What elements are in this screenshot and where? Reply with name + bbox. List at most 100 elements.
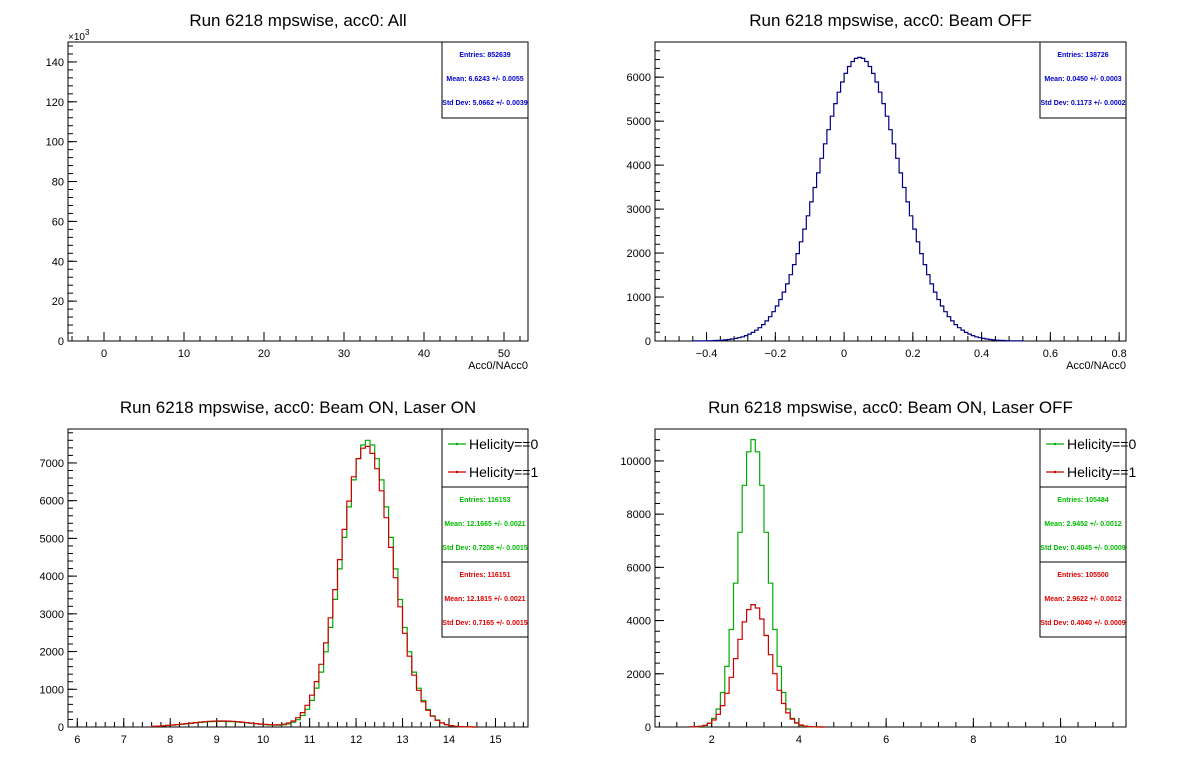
y-tick-label: 0 bbox=[58, 722, 64, 734]
stats-line: Entries: 116151 bbox=[460, 572, 511, 579]
chart-title: Run 6218 mpswise, acc0: Beam ON, Laser O… bbox=[120, 398, 476, 417]
x-tick-label: 14 bbox=[443, 734, 455, 746]
legend-marker bbox=[1053, 470, 1057, 474]
y-tick-label: 0 bbox=[58, 336, 64, 348]
x-axis-ticks: 2 4 6 8 10 bbox=[658, 718, 1114, 746]
y-tick-label: 6000 bbox=[40, 496, 64, 508]
y-axis-ticks: 0 20 40 60 80 100 120 140 bbox=[46, 45, 77, 348]
x-axis-ticks: 0 10 20 30 40 50 bbox=[71, 332, 521, 360]
legend-box bbox=[441, 428, 529, 488]
chart-panel-3: Run 6218 mpswise, acc0: Beam ON, Laser O… bbox=[40, 398, 539, 746]
stats-line: Entries: 852639 bbox=[459, 52, 510, 59]
stats-box-frame bbox=[441, 486, 529, 563]
chart-panel-4: Run 6218 mpswise, acc0: Beam ON, Laser O… bbox=[620, 398, 1136, 746]
y-tick-label: 3000 bbox=[40, 609, 64, 621]
stats-box-frame bbox=[441, 561, 529, 638]
x-tick-label: 0.8 bbox=[1111, 348, 1126, 360]
y-tick-label: 80 bbox=[52, 177, 64, 189]
y-axis-ticks: 0 1000 2000 3000 4000 5000 6000 bbox=[627, 41, 664, 348]
chart-panel-1: Run 6218 mpswise, acc0: All 0 20 40 60 80 100 1… bbox=[46, 11, 529, 372]
y-tick-label: 120 bbox=[46, 97, 64, 109]
stats-line: Std Dev: 0.4040 +/- 0.0009 bbox=[1040, 620, 1126, 627]
stats-line: Std Dev: 0.1173 +/- 0.0002 bbox=[1040, 100, 1125, 107]
y-tick-label: 1000 bbox=[627, 292, 651, 304]
chart-title: Run 6218 mpswise, acc0: All bbox=[189, 11, 406, 30]
x-axis-label: Acc0/NAcc0 bbox=[468, 360, 528, 372]
x-tick-label: 10 bbox=[1054, 734, 1066, 746]
stats-line: Std Dev: 0.7165 +/- 0.0015 bbox=[442, 620, 528, 627]
stats-line: Entries: 116153 bbox=[460, 497, 511, 504]
stats-box-frame bbox=[1039, 561, 1127, 638]
x-tick-label: 0 bbox=[101, 348, 107, 360]
histogram-series-2 bbox=[689, 604, 826, 728]
y-tick-label: 7000 bbox=[40, 458, 64, 470]
x-axis-ticks: −0.4 −0.2 0 0.2 0.4 0.6 0.8 bbox=[664, 332, 1127, 360]
stats-box-frame bbox=[1039, 486, 1127, 563]
legend-label: Helicity==1 bbox=[469, 464, 538, 480]
y-tick-label: 140 bbox=[46, 57, 64, 69]
x-tick-label: 40 bbox=[418, 348, 430, 360]
y-tick-label: 2000 bbox=[627, 669, 651, 681]
chart-title: Run 6218 mpswise, acc0: Beam OFF bbox=[749, 11, 1032, 30]
histogram-series-1 bbox=[689, 439, 826, 728]
x-tick-label: 6 bbox=[883, 734, 889, 746]
stats-box-1: Entries: 852639 Mean: 6.6243 +/- 0.0055 St… bbox=[441, 41, 529, 119]
x-tick-label: 12 bbox=[350, 734, 362, 746]
x-tick-label: 4 bbox=[796, 734, 802, 746]
y-tick-label: 40 bbox=[52, 256, 64, 268]
legend-box bbox=[1039, 428, 1127, 488]
stats-box-2: Entries: 116151 Mean: 12.1815 +/- 0.0021 S… bbox=[441, 561, 529, 638]
x-tick-label: −0.4 bbox=[696, 348, 718, 360]
x-tick-label: 15 bbox=[489, 734, 501, 746]
x-tick-label: 0.2 bbox=[905, 348, 920, 360]
stats-line: Entries: 138726 bbox=[1057, 52, 1108, 59]
y-tick-label: 100 bbox=[46, 137, 64, 149]
stats-box-2: Entries: 105500 Mean: 2.9622 +/- 0.0012 St… bbox=[1039, 561, 1127, 638]
legend-label: Helicity==0 bbox=[469, 436, 538, 452]
stats-line: Mean: 2.9452 +/- 0.0012 bbox=[1044, 521, 1121, 528]
legend: Helicity==0 Helicity==1 bbox=[1039, 428, 1136, 488]
x-tick-label: 0 bbox=[841, 348, 847, 360]
y-tick-label: 0 bbox=[645, 336, 651, 348]
y-tick-label: 10000 bbox=[620, 456, 651, 468]
legend-marker bbox=[455, 470, 459, 474]
legend: Helicity==0 Helicity==1 bbox=[441, 428, 538, 488]
stats-box-frame bbox=[1039, 41, 1127, 119]
stats-box-1: Entries: 105484 Mean: 2.9452 +/- 0.0012 St… bbox=[1039, 486, 1127, 563]
x-tick-label: 13 bbox=[396, 734, 408, 746]
y-tick-label: 4000 bbox=[627, 160, 651, 172]
stats-line: Std Dev: 0.4045 +/- 0.0009 bbox=[1040, 545, 1126, 552]
plot-frame bbox=[67, 41, 529, 342]
x-tick-label: 2 bbox=[709, 734, 715, 746]
x-axis-label: Acc0/NAcc0 bbox=[1066, 360, 1126, 372]
x-tick-label: 20 bbox=[258, 348, 270, 360]
y-tick-label: 0 bbox=[645, 722, 651, 734]
y-tick-label: 5000 bbox=[40, 533, 64, 545]
stats-line: Mean: 2.9622 +/- 0.0012 bbox=[1044, 596, 1121, 603]
x-tick-label: 11 bbox=[304, 734, 315, 746]
stats-line: Entries: 105500 bbox=[1057, 572, 1108, 579]
legend-label: Helicity==1 bbox=[1067, 464, 1136, 480]
chart-panel-2: Run 6218 mpswise, acc0: Beam OFF 0 1000 200… bbox=[627, 11, 1127, 372]
stats-box-frame bbox=[441, 41, 529, 119]
x-tick-label: 8 bbox=[970, 734, 976, 746]
x-tick-label: −0.2 bbox=[764, 348, 786, 360]
y-tick-label: 3000 bbox=[627, 204, 651, 216]
y-tick-label: 1000 bbox=[40, 684, 64, 696]
y-tick-label: 60 bbox=[52, 216, 64, 228]
histogram-series-1 bbox=[692, 56, 1024, 342]
x-tick-label: 9 bbox=[214, 734, 220, 746]
stats-line: Mean: 12.1665 +/- 0.0021 bbox=[444, 521, 525, 528]
stats-line: Mean: 6.6243 +/- 0.0055 bbox=[446, 76, 523, 83]
stats-line: Mean: 0.0450 +/- 0.0003 bbox=[1044, 76, 1121, 83]
y-tick-label: 4000 bbox=[627, 616, 651, 628]
x-tick-label: 0.4 bbox=[974, 348, 989, 360]
stats-line: Entries: 105484 bbox=[1057, 497, 1108, 504]
y-tick-label: 20 bbox=[52, 296, 64, 308]
x-axis-ticks: 6 7 8 9 10 11 12 13 14 15 bbox=[67, 718, 524, 746]
stats-box-1: Entries: 138726 Mean: 0.0450 +/- 0.0003 St… bbox=[1039, 41, 1127, 119]
stats-line: Std Dev: 5.0662 +/- 0.0039 bbox=[442, 100, 528, 107]
y-axis-ticks: 0 1000 2000 3000 4000 5000 6000 7000 bbox=[40, 432, 77, 734]
y-tick-label: 6000 bbox=[627, 72, 651, 84]
